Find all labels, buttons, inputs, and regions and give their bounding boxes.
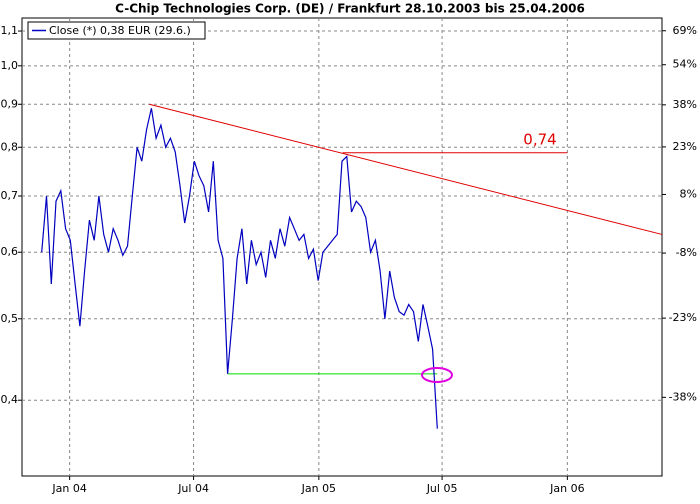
x-tick-label: Jul 04 bbox=[177, 482, 209, 495]
y2-tick-label: -38% bbox=[669, 390, 697, 403]
annotation-label: 0,74 bbox=[523, 131, 556, 149]
y-tick-label: 0,6 bbox=[1, 245, 19, 258]
y2-tick-label: -8% bbox=[676, 246, 697, 259]
y2-tick-label: 23% bbox=[673, 140, 697, 153]
x-tick-label: Jan 05 bbox=[301, 482, 336, 495]
y-tick-label: 0,7 bbox=[1, 189, 19, 202]
highlight-ellipse bbox=[421, 367, 453, 383]
y-tick-label: 0,9 bbox=[1, 97, 19, 110]
annotation-line bbox=[149, 103, 663, 235]
x-tick-label: Jan 06 bbox=[549, 482, 584, 495]
y2-tick-label: 38% bbox=[673, 98, 697, 111]
series-line bbox=[41, 108, 438, 429]
y2-tick-label: 54% bbox=[673, 58, 697, 71]
plot-area bbox=[21, 17, 663, 477]
y2-tick-label: -23% bbox=[669, 311, 697, 324]
y2-tick-label: 69% bbox=[673, 24, 697, 37]
y-tick-label: 1,1 bbox=[1, 24, 19, 37]
x-tick-label: Jul 05 bbox=[426, 482, 458, 495]
y-tick-label: 1,0 bbox=[1, 59, 19, 72]
y-tick-label: 0,4 bbox=[1, 393, 19, 406]
marks bbox=[41, 103, 663, 429]
legend-label: Close (*) 0,38 EUR (29.6.) bbox=[49, 24, 191, 37]
y-tick-label: 0,5 bbox=[1, 312, 19, 325]
y-tick-label: 0,8 bbox=[1, 140, 19, 153]
chart-title: C-Chip Technologies Corp. (DE) / Frankfu… bbox=[115, 2, 585, 16]
grid bbox=[22, 18, 662, 476]
x-tick-label: Jan 04 bbox=[51, 482, 86, 495]
legend-box bbox=[27, 21, 206, 40]
y2-tick-label: 8% bbox=[680, 187, 697, 200]
